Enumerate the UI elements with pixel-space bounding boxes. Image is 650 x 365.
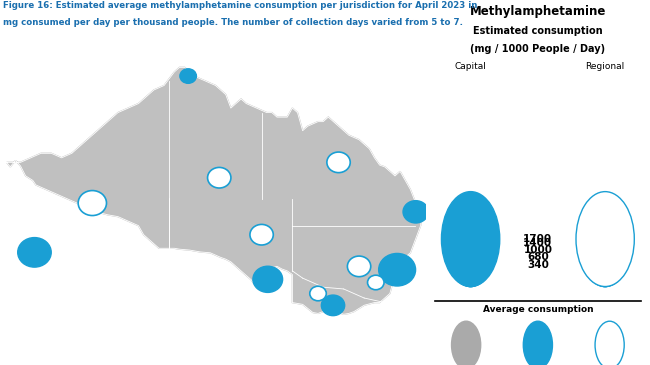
Text: Estimated consumption: Estimated consumption — [473, 26, 603, 35]
Circle shape — [458, 244, 484, 287]
Circle shape — [452, 321, 481, 365]
Circle shape — [207, 168, 231, 188]
Circle shape — [592, 244, 618, 287]
Circle shape — [310, 286, 326, 301]
Circle shape — [583, 214, 627, 287]
Text: Regional: Regional — [586, 62, 625, 71]
Text: (mg / 1000 People / Day): (mg / 1000 People / Day) — [471, 44, 605, 54]
Circle shape — [367, 275, 384, 290]
Circle shape — [523, 321, 552, 365]
Circle shape — [78, 191, 107, 216]
Circle shape — [18, 238, 51, 267]
Circle shape — [253, 266, 283, 292]
Circle shape — [180, 69, 196, 83]
Text: Average consumption: Average consumption — [482, 305, 593, 314]
Circle shape — [441, 192, 500, 287]
Circle shape — [595, 321, 624, 365]
Text: Figure 16: Estimated average methylamphetamine consumption per jurisdiction for : Figure 16: Estimated average methylamphe… — [3, 1, 478, 10]
Circle shape — [321, 295, 345, 316]
Text: Capital: Capital — [454, 62, 487, 71]
Text: 1000: 1000 — [523, 245, 552, 255]
Text: 340: 340 — [527, 260, 549, 270]
Circle shape — [576, 192, 634, 287]
Text: mg consumed per day per thousand people. The number of collection days varied fr: mg consumed per day per thousand people.… — [3, 18, 463, 27]
Circle shape — [452, 227, 489, 287]
Circle shape — [250, 224, 273, 245]
Circle shape — [327, 152, 350, 173]
Circle shape — [578, 200, 632, 287]
Circle shape — [379, 253, 415, 286]
Circle shape — [444, 200, 497, 287]
Circle shape — [448, 214, 493, 287]
Text: 1400: 1400 — [523, 238, 552, 249]
Text: 680: 680 — [527, 251, 549, 261]
Text: Methylamphetamine: Methylamphetamine — [470, 5, 606, 19]
Text: 1700: 1700 — [523, 234, 552, 244]
Circle shape — [403, 201, 428, 223]
Circle shape — [587, 227, 623, 287]
Polygon shape — [6, 68, 422, 314]
Circle shape — [347, 256, 370, 277]
